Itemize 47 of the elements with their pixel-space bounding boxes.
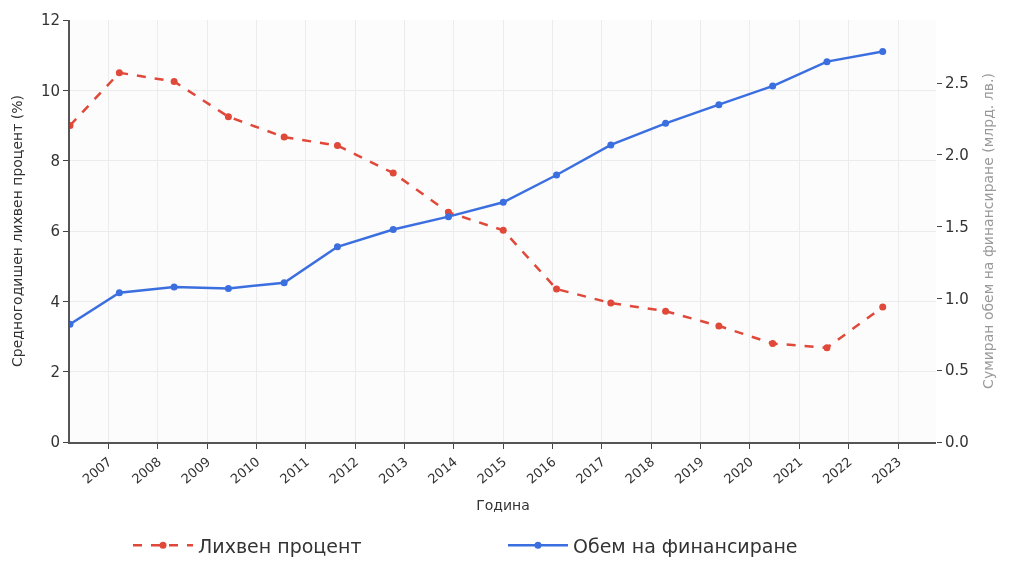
point [499,226,507,234]
point [389,169,397,177]
point [607,141,615,149]
y-tick-label: 12 [40,11,60,30]
point [333,243,341,251]
point [444,213,452,221]
point [823,58,831,66]
point [499,198,507,206]
point [662,307,670,315]
point [553,171,561,179]
point [389,226,397,234]
point [333,142,341,150]
point [170,78,178,86]
point [769,82,777,90]
point [607,299,615,307]
point [115,69,123,77]
point [662,119,670,127]
y2-tick-label: 1.5 [945,217,969,236]
y-tick-label: 8 [50,151,60,170]
y-tick-label: 10 [40,81,60,100]
y2-tick-label: 0.0 [945,433,969,452]
point [769,340,777,348]
y2-tick-label: 0.5 [945,361,969,380]
point [823,344,831,352]
y2-tick-label: 1.0 [945,289,969,308]
point [224,113,232,121]
y-tick-label: 4 [50,292,60,311]
point [280,279,288,287]
y-tick-label: 2 [50,362,60,381]
point [224,284,232,292]
y-tick-label: 6 [50,222,60,241]
point [715,322,723,330]
point [715,101,723,109]
point [170,283,178,291]
y-tick-label: 0 [50,433,60,452]
legend-label: Обем на финансиране [573,534,798,557]
y2-tick-label: 2.5 [945,74,969,93]
point [879,303,887,311]
legend-label: Лихвен процент [198,534,362,557]
y2-tick-label: 2.0 [945,146,969,165]
y-axis-title: Средногодишен лихвен процент (%) [9,95,26,367]
point [553,285,561,293]
point [280,133,288,141]
y2-axis-title: Сумиран обем на финансиране (млрд. лв.) [980,73,997,389]
x-axis-title: Година [476,497,530,514]
point [879,48,887,56]
point [115,289,123,297]
